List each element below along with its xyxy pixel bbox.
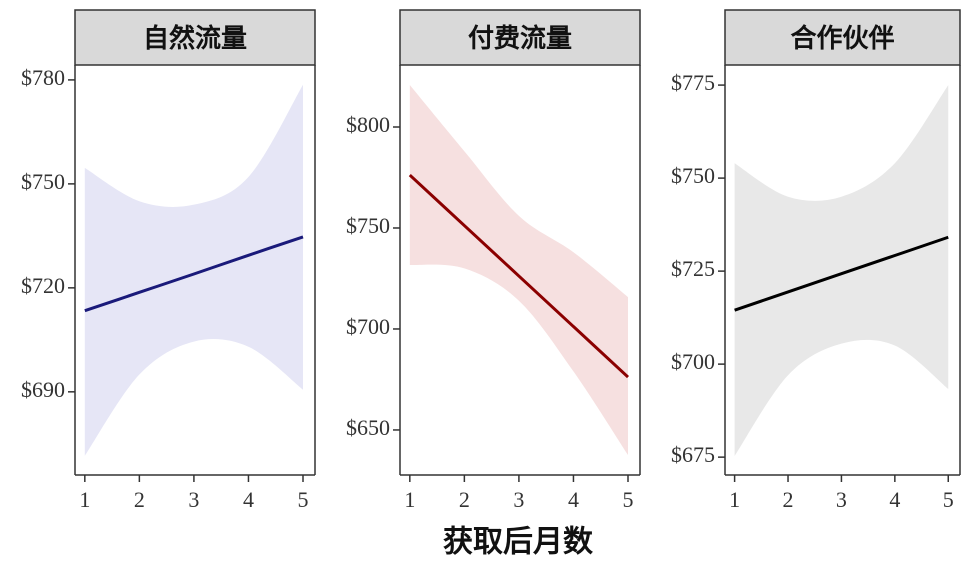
x-tick-label: 1	[404, 487, 415, 512]
x-tick-label: 3	[836, 487, 847, 512]
x-tick-label: 3	[188, 487, 199, 512]
x-tick-label: 4	[889, 487, 900, 512]
y-tick-label: $750	[671, 163, 715, 188]
panel-header	[74, 9, 316, 66]
x-tick-label: 5	[298, 487, 309, 512]
y-tick-label: $650	[346, 415, 390, 440]
confidence-band	[734, 85, 949, 457]
panel-title: 合作伙伴	[790, 23, 894, 54]
y-tick-label: $780	[21, 65, 65, 90]
y-tick-label: $690	[21, 377, 65, 402]
trend-line	[408, 173, 630, 379]
confidence-band	[409, 84, 628, 456]
x-tick-label: 3	[513, 487, 524, 512]
x-tick-label: 2	[134, 487, 145, 512]
panel-title: 自然流量	[143, 23, 247, 54]
y-tick-label: $750	[346, 213, 390, 238]
trend-line	[734, 235, 949, 312]
y-tick-label: $720	[21, 273, 65, 298]
x-tick-label: 1	[729, 487, 740, 512]
y-tick-label: $775	[671, 70, 715, 95]
panel-title: 付费流量	[468, 24, 572, 54]
confidence-band	[84, 84, 304, 456]
y-tick-label: $800	[346, 112, 390, 137]
y-tick-label: $700	[346, 314, 390, 339]
y-tick-label: $700	[671, 349, 715, 374]
x-tick-label: 4	[568, 487, 579, 512]
y-tick-label: $725	[671, 256, 715, 281]
y-tick-label: $675	[671, 442, 715, 467]
panel-header	[724, 9, 961, 66]
trend-line	[84, 235, 304, 313]
x-tick-label: 1	[79, 487, 90, 512]
x-tick-label: 2	[459, 487, 470, 512]
x-tick-label: 4	[243, 487, 254, 512]
x-tick-label: 5	[943, 487, 954, 512]
panel-header	[399, 9, 641, 66]
x-axis-label: 获取后月数	[443, 525, 594, 560]
x-tick-label: 5	[623, 487, 634, 512]
y-tick-label: $750	[21, 169, 65, 194]
x-tick-label: 2	[783, 487, 794, 512]
